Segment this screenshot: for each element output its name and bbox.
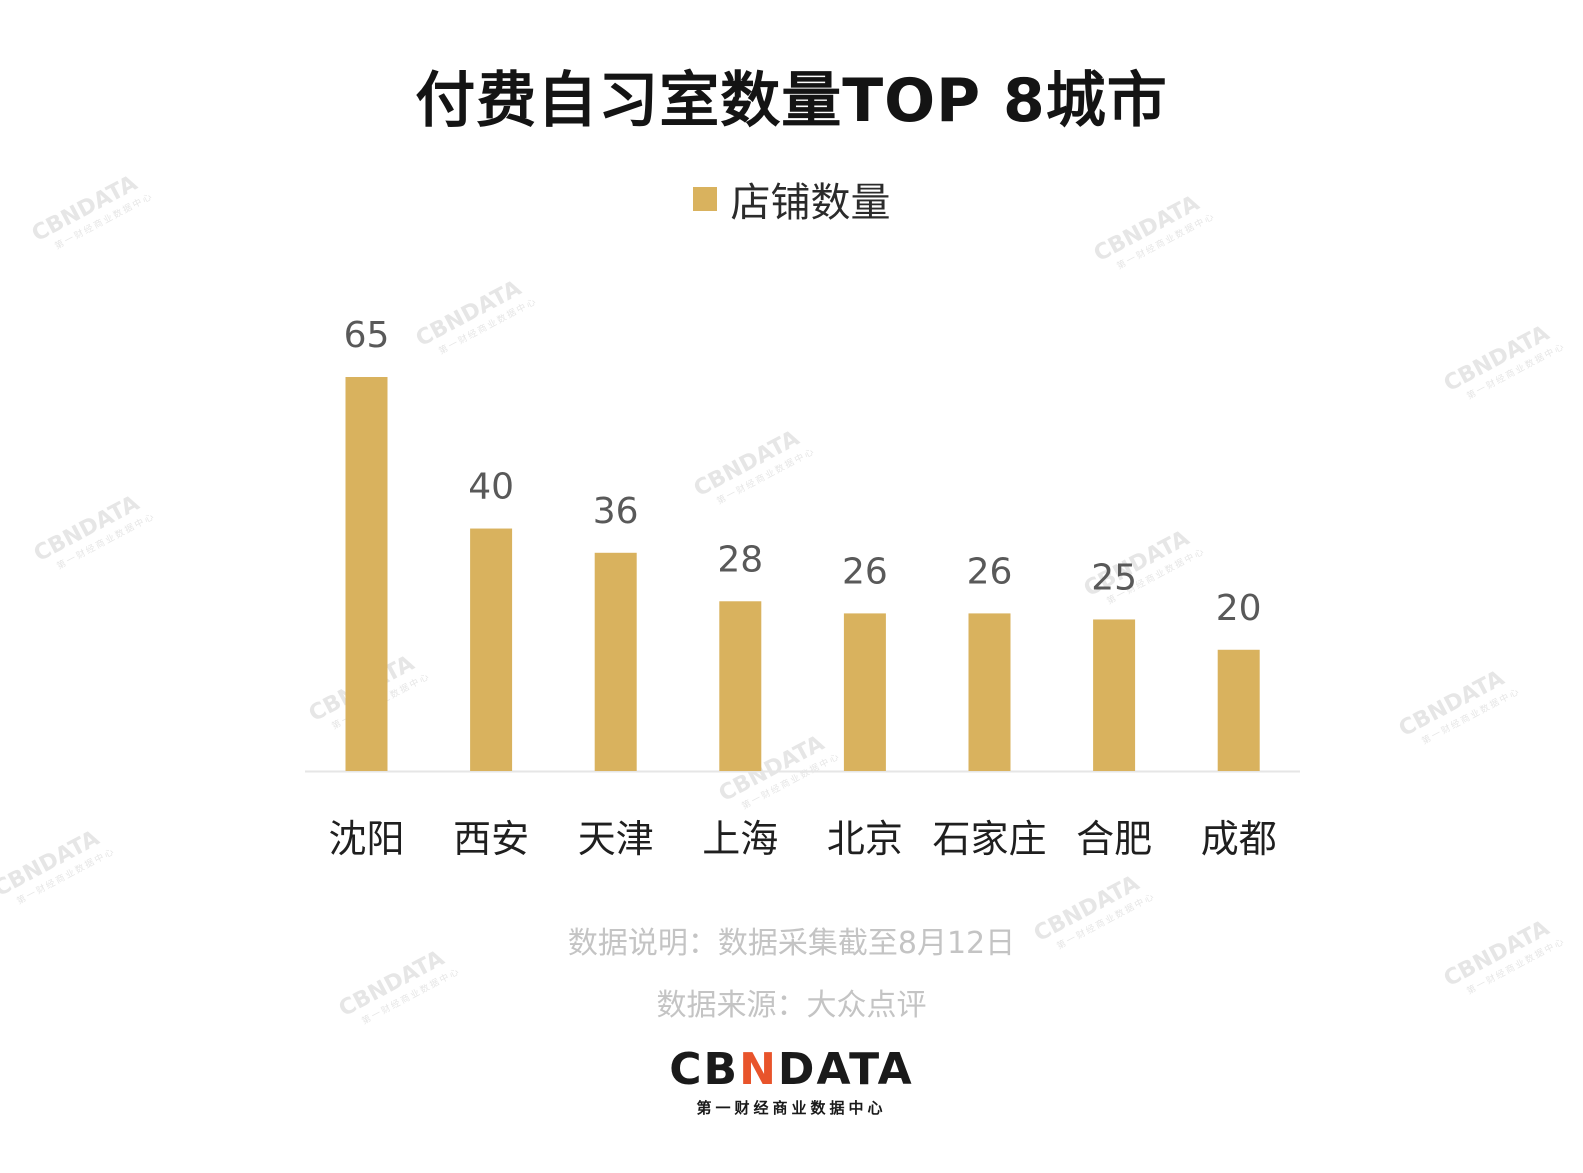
data-note: 数据说明：数据采集截至8月12日: [567, 926, 1016, 961]
category-label-0: 沈阳: [328, 817, 404, 861]
bar-3: [719, 601, 762, 771]
logo-wordmark: CBNDATA: [0, 1044, 1583, 1095]
bar-5: [968, 613, 1011, 771]
value-label-6: 25: [1091, 557, 1137, 598]
logo-subtitle: 第一财经商业数据中心: [696, 1099, 887, 1117]
bar-1: [470, 528, 513, 771]
logo-n: N: [739, 1044, 778, 1095]
value-label-1: 40: [468, 467, 514, 508]
value-label-2: 36: [593, 491, 639, 532]
bar-chart: 65 沈阳 40 西安 36 天津 28 上海 26 北京 26 石家庄 25 合肥 20 成都: [305, 315, 1300, 861]
chart-title: 付费自习室数量TOP 8城市: [415, 66, 1168, 136]
value-label-5: 26: [967, 551, 1013, 592]
value-label-3: 28: [717, 539, 763, 580]
category-label-6: 合肥: [1076, 817, 1152, 861]
value-label-7: 20: [1216, 588, 1262, 629]
category-label-7: 成都: [1201, 817, 1277, 861]
legend-label: 店铺数量: [730, 180, 891, 226]
category-label-3: 上海: [702, 817, 778, 861]
logo-cb: CB: [669, 1044, 740, 1095]
bar-7: [1217, 649, 1260, 771]
category-label-1: 西安: [453, 817, 529, 861]
category-label-5: 石家庄: [932, 817, 1046, 861]
category-label-2: 天津: [578, 817, 654, 861]
logo-data: DATA: [777, 1044, 914, 1095]
bar-2: [594, 552, 637, 771]
category-label-4: 北京: [827, 817, 903, 861]
cbndata-logo: CBNDATA 第一财经商业数据中心: [0, 1044, 1583, 1118]
bar-0: [345, 377, 388, 771]
bar-4: [843, 613, 886, 771]
legend: 店铺数量: [0, 170, 1583, 228]
value-label-0: 65: [344, 315, 390, 356]
value-label-4: 26: [842, 551, 888, 592]
legend-swatch: [692, 187, 717, 211]
data-source: 数据来源：大众点评: [656, 988, 927, 1023]
bar-6: [1093, 619, 1136, 771]
